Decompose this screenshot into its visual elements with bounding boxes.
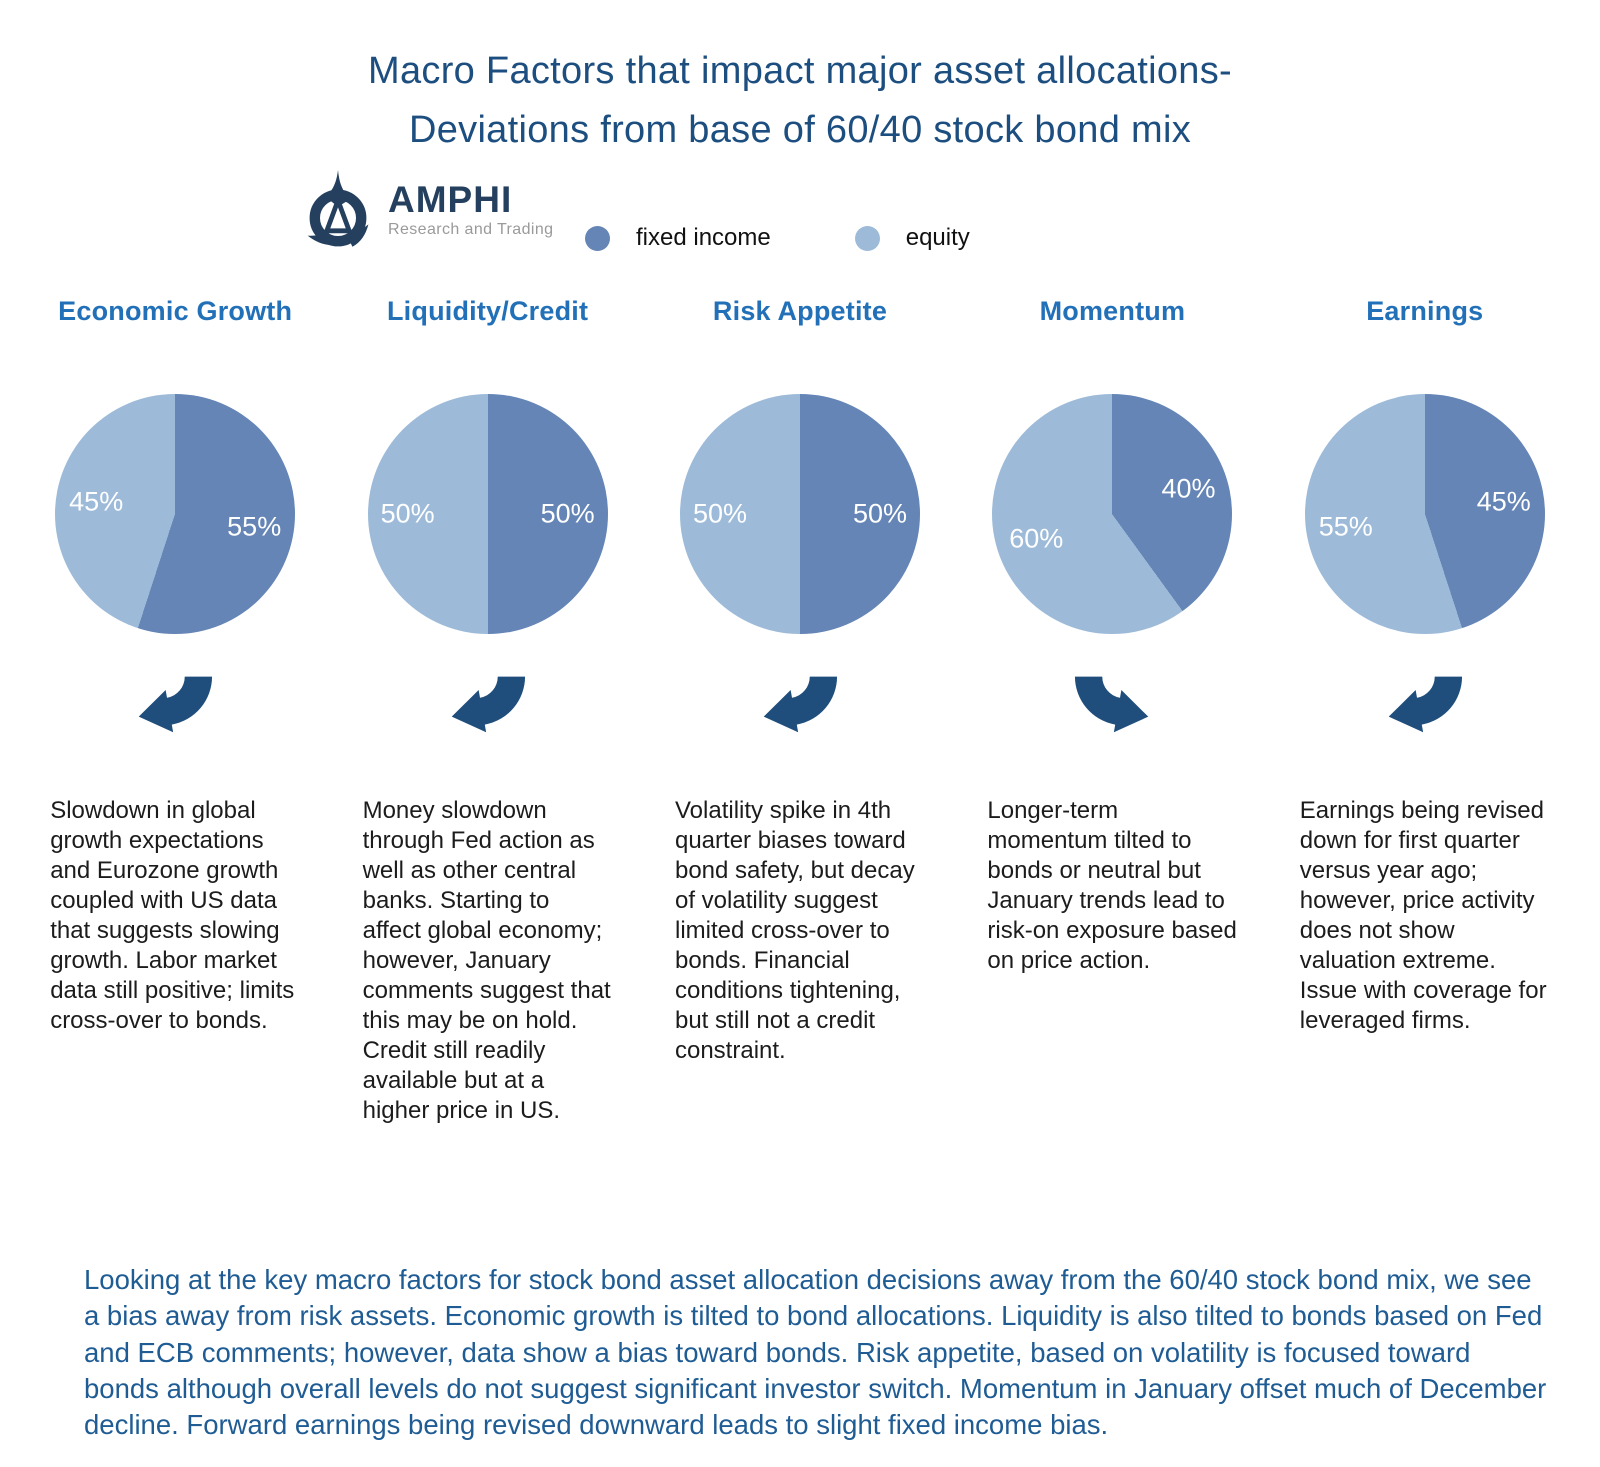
curved-arrow-down-right-icon: [1067, 656, 1157, 744]
equity-pct-label: 50%: [692, 498, 748, 529]
fixed-income-pct-label: 50%: [540, 498, 595, 529]
equity-pct-label: 60%: [1009, 523, 1064, 554]
page-title-line2: Deviations from base of 60/40 stock bond…: [408, 108, 1192, 151]
equity-pct-label: 45%: [69, 486, 124, 516]
factor-title: Momentum: [1039, 296, 1186, 326]
factors-grid: Economic Growth 55% 45% Slowdown in global …: [28, 296, 1572, 1126]
pie-chart-risk-appetite: [679, 394, 920, 634]
amphi-logo: AMPHI Research and Trading: [298, 168, 553, 252]
legend-label: fixed income: [636, 224, 771, 251]
pie-chart-earnings: [1304, 394, 1545, 634]
legend-item-fixed-income: fixed income: [585, 224, 771, 252]
amphi-logo-icon: [307, 170, 369, 247]
factor-description: Slowdown in global growth expectations a…: [50, 797, 295, 1034]
factor-column-economic-growth: Economic Growth 55% 45% Slowdown in global …: [28, 296, 322, 1126]
factor-column-liquidity-credit: Liquidity/Credit 50% 50% Money slowdown thr…: [340, 296, 634, 1126]
pie-wrap: 45% 55%: [1304, 394, 1545, 634]
pie-chart-liquidity-credit: [367, 394, 608, 634]
factor-title: Risk Appetite: [712, 296, 888, 326]
pie-chart-momentum: [992, 394, 1233, 634]
factor-description: Earnings being revised down for first qu…: [1299, 797, 1547, 1034]
factor-title: Liquidity/Credit: [386, 296, 589, 326]
curved-arrow-down-left-icon: [755, 656, 845, 744]
logo-name: AMPHI: [388, 179, 513, 220]
legend-label: equity: [905, 224, 970, 251]
fixed-income-pct-label: 40%: [1161, 473, 1216, 504]
summary-paragraph: Looking at the key macro factors for sto…: [84, 1264, 1547, 1441]
fixed-income-pct-label: 50%: [852, 498, 908, 529]
curved-arrow-down-left-icon: [130, 656, 220, 744]
curved-arrow-down-left-icon: [1380, 656, 1470, 744]
pie-wrap: 40% 60%: [992, 394, 1233, 634]
factor-column-momentum: Momentum 40% 60% Longer-term momentum tilte…: [965, 296, 1259, 1126]
legend-item-equity: equity: [854, 224, 970, 252]
legend-swatch-equity: [854, 225, 880, 251]
equity-pct-label: 55%: [1318, 511, 1373, 541]
fixed-income-pct-label: 45%: [1476, 486, 1531, 516]
factor-description: Volatility spike in 4th quarter biases t…: [674, 797, 915, 1064]
legend-swatch-fixed-income: [585, 225, 610, 251]
factor-column-risk-appetite: Risk Appetite 50% 50% Volatility spike in 4…: [653, 296, 947, 1126]
pie-wrap: 50% 50%: [367, 394, 608, 634]
factor-title: Economic Growth: [58, 296, 293, 326]
equity-pct-label: 50%: [380, 498, 435, 529]
factor-title: Earnings: [1366, 296, 1484, 326]
page-title: Macro Factors that impact major asset al…: [0, 42, 1600, 160]
factor-description: Longer-term momentum tilted to bonds or …: [987, 797, 1237, 974]
legend: fixed income equity: [585, 224, 970, 252]
fixed-income-pct-label: 55%: [227, 511, 282, 541]
factor-column-earnings: Earnings 45% 55% Earnings being revised dow…: [1278, 296, 1572, 1126]
logo-tagline: Research and Trading: [388, 221, 554, 238]
factor-description: Money slowdown through Fed action as wel…: [362, 797, 611, 1124]
page-title-line1: Macro Factors that impact major asset al…: [368, 50, 1232, 92]
curved-arrow-down-left-icon: [443, 656, 533, 744]
pie-wrap: 50% 50%: [679, 394, 920, 634]
pie-chart-economic-growth: [55, 394, 296, 634]
pie-wrap: 55% 45%: [55, 394, 296, 634]
